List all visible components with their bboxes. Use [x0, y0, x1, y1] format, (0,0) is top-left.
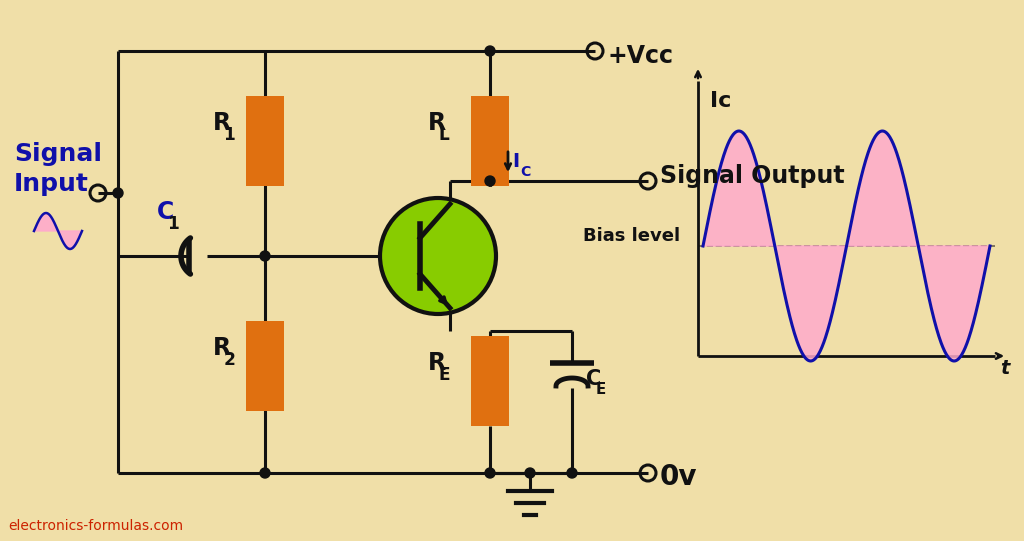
Circle shape — [260, 251, 270, 261]
Text: R: R — [213, 336, 231, 360]
Text: E: E — [595, 382, 605, 397]
Circle shape — [485, 176, 495, 186]
Text: C: C — [520, 164, 531, 179]
Bar — [471, 336, 509, 426]
Text: t: t — [1000, 359, 1010, 378]
Text: 0v: 0v — [660, 463, 697, 491]
Circle shape — [567, 468, 577, 478]
Bar — [246, 96, 284, 186]
Text: 2: 2 — [223, 351, 236, 370]
Circle shape — [485, 468, 495, 478]
Text: Signal: Signal — [14, 142, 102, 166]
Text: R: R — [428, 111, 446, 135]
Circle shape — [260, 468, 270, 478]
Circle shape — [525, 468, 535, 478]
Text: C: C — [586, 369, 601, 389]
Text: L: L — [438, 127, 450, 144]
Text: Bias level: Bias level — [583, 227, 680, 245]
Text: R: R — [428, 351, 446, 375]
Text: Input: Input — [14, 172, 89, 196]
Bar — [471, 96, 509, 186]
Text: 1: 1 — [223, 127, 236, 144]
Text: Ic: Ic — [710, 91, 731, 111]
Circle shape — [485, 46, 495, 56]
Text: I: I — [512, 152, 519, 171]
Circle shape — [113, 188, 123, 198]
Bar — [246, 321, 284, 411]
Text: C: C — [157, 200, 174, 224]
Text: +Vcc: +Vcc — [607, 44, 673, 68]
Text: Signal Output: Signal Output — [660, 164, 845, 188]
Text: 1: 1 — [168, 215, 179, 233]
Text: E: E — [438, 366, 450, 384]
Circle shape — [380, 198, 496, 314]
Text: R: R — [213, 111, 231, 135]
Text: electronics-formulas.com: electronics-formulas.com — [8, 519, 183, 533]
